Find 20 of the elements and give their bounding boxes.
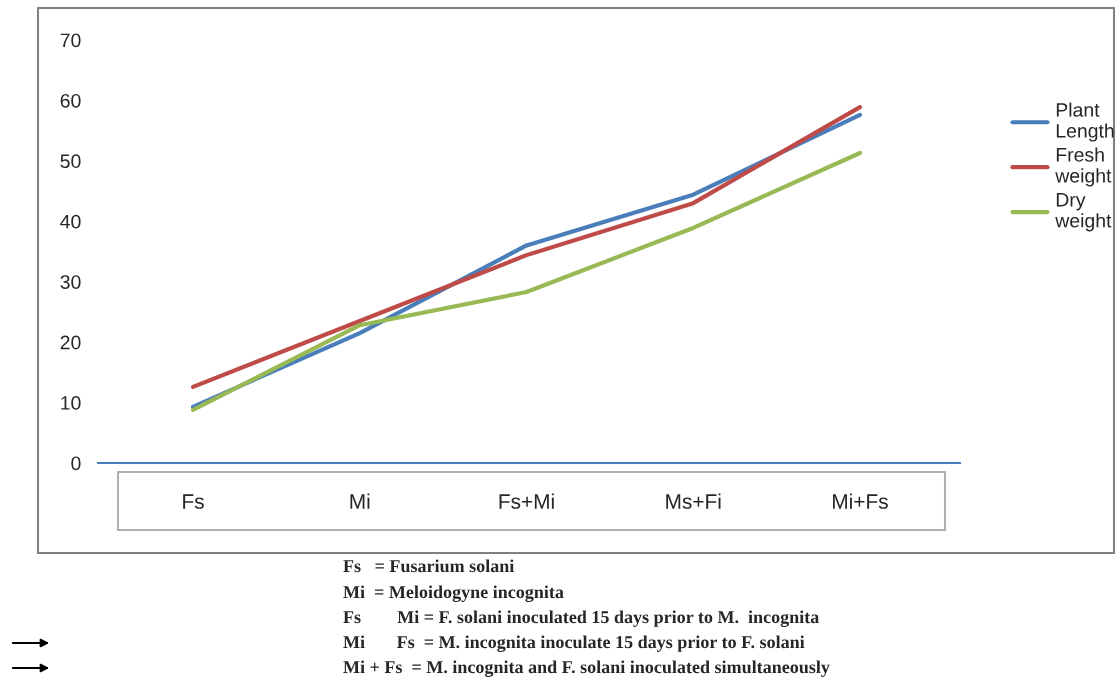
text: Mi = Meloidogyne incognita [343, 585, 564, 602]
text: Fs = Fusarium solani [343, 559, 515, 573]
legend-label: Fresh weight [1055, 147, 1112, 187]
text: Fs Mi = F. solani inoculated 15 days prior to M. incognita [343, 610, 819, 627]
x-tick-label: Fs [183, 494, 204, 509]
y-tick-label: 0 [71, 456, 81, 471]
x-tick-label: Fs+Mi [499, 493, 554, 509]
x-tick-label: Mi+Fs [833, 493, 888, 509]
text: Mi Fs = M. incognita inoculate 15 days prior to F. solani [343, 635, 805, 652]
y-tick-label: 40 [60, 214, 81, 229]
y-tick-label: 30 [60, 275, 81, 289]
y-tick-label: 10 [61, 396, 81, 410]
y-tick-label: 60 [60, 93, 81, 108]
x-tick-label: Ms+Fi [666, 493, 721, 509]
legend-label: Dry weight [1055, 193, 1112, 232]
y-tick-label: 50 [60, 154, 81, 169]
y-tick-label: 70 [60, 33, 81, 48]
x-tick-label: Mi [350, 493, 370, 509]
y-tick-label: 20 [60, 335, 81, 350]
text: Mi + Fs = M. incognita and F. solani inoculated simultaneously [343, 660, 830, 677]
